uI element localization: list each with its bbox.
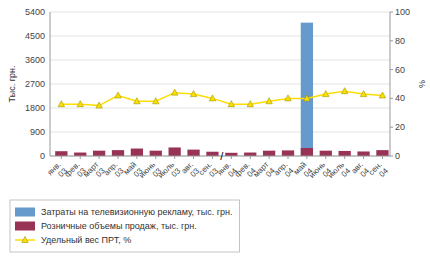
grid-line [50,12,390,13]
bar [187,150,199,156]
x-tick [80,156,81,159]
bar [301,23,313,156]
y2-tick-label: 0 [395,151,400,161]
y-tick-label: 2700 [25,79,45,89]
x-tick [155,156,156,159]
marker [190,91,196,97]
x-tick [231,156,232,159]
y-axis-line [50,12,51,156]
x-tick-label: июль04 [326,160,353,187]
marker [285,95,291,101]
bar [320,151,332,156]
legend-label: Удельный вес ПРТ, % [41,235,131,245]
y-axis-label: Тыс. грн. [7,66,17,103]
bar [376,150,388,156]
y2-tick-label: 60 [395,65,405,75]
x-tick [363,156,364,159]
y-tick-label: 1800 [25,103,45,113]
y2-axis-label: % [417,80,427,88]
grid-line [50,132,390,133]
marker [171,89,177,95]
marker [115,92,121,98]
legend-swatch [15,208,35,217]
bar [357,151,369,156]
line [61,91,382,105]
marker [134,98,140,104]
bar [263,151,275,156]
x-tick [325,156,326,159]
bar [206,152,218,156]
marker [209,95,215,101]
annotation: / [220,150,224,162]
x-tick-label: сен.04 [367,160,391,184]
plot-area [55,23,388,156]
y2-tick-label: 40 [395,93,405,103]
bar [244,153,256,156]
marker [77,101,83,107]
marker [266,98,272,104]
legend: Затраты на телевизионную рекламу, тыс. г… [10,200,239,252]
bar [301,148,313,156]
x-tick-label: июль03 [156,160,183,187]
y-tick-label: 5400 [25,7,45,17]
y2-tick-label: 100 [395,7,410,17]
grid-line [50,60,390,61]
y-tick-label: 0 [40,151,45,161]
legend-swatch [15,222,35,231]
legend-box [10,200,239,252]
bar [169,147,181,156]
grid-line [50,84,390,85]
marker [247,101,253,107]
bar [112,150,124,156]
y-tick-label: 900 [30,127,45,137]
y-tick-label: 3600 [25,55,45,65]
x-tick [288,156,289,159]
marker [228,101,234,107]
legend-label: Затраты на телевизионную рекламу, тыс. г… [41,207,232,217]
y-tick-label: 4500 [25,31,45,41]
x-tick [306,156,307,159]
y2-axis-line [390,12,391,156]
x-tick [193,156,194,159]
bar [93,151,105,156]
y2-tick-label: 20 [395,122,405,132]
x-tick [212,156,213,159]
x-tick [382,156,383,159]
y2-tick-label: 80 [395,36,405,46]
bar [55,151,67,156]
x-tick [174,156,175,159]
x-tick [269,156,270,159]
marker [96,102,102,108]
x-tick [118,156,119,159]
x-tick [61,156,62,159]
bar [339,151,351,156]
legend-label: Розничные объемы продаж, тыс. грн. [41,221,197,231]
x-tick [136,156,137,159]
marker [360,91,366,97]
marker [58,101,64,107]
bar [131,149,143,156]
marker [379,92,385,98]
x-tick [344,156,345,159]
x-tick [250,156,251,159]
marker [304,95,310,101]
bar [282,150,294,156]
marker [153,98,159,104]
marker [341,88,347,94]
bar [150,151,162,156]
marker [323,91,329,97]
chart: 090018002700360045005400020406080100янв.… [0,0,430,270]
x-tick [99,156,100,159]
legend-swatch [22,237,28,243]
bar [74,153,86,156]
grid-line [50,36,390,37]
